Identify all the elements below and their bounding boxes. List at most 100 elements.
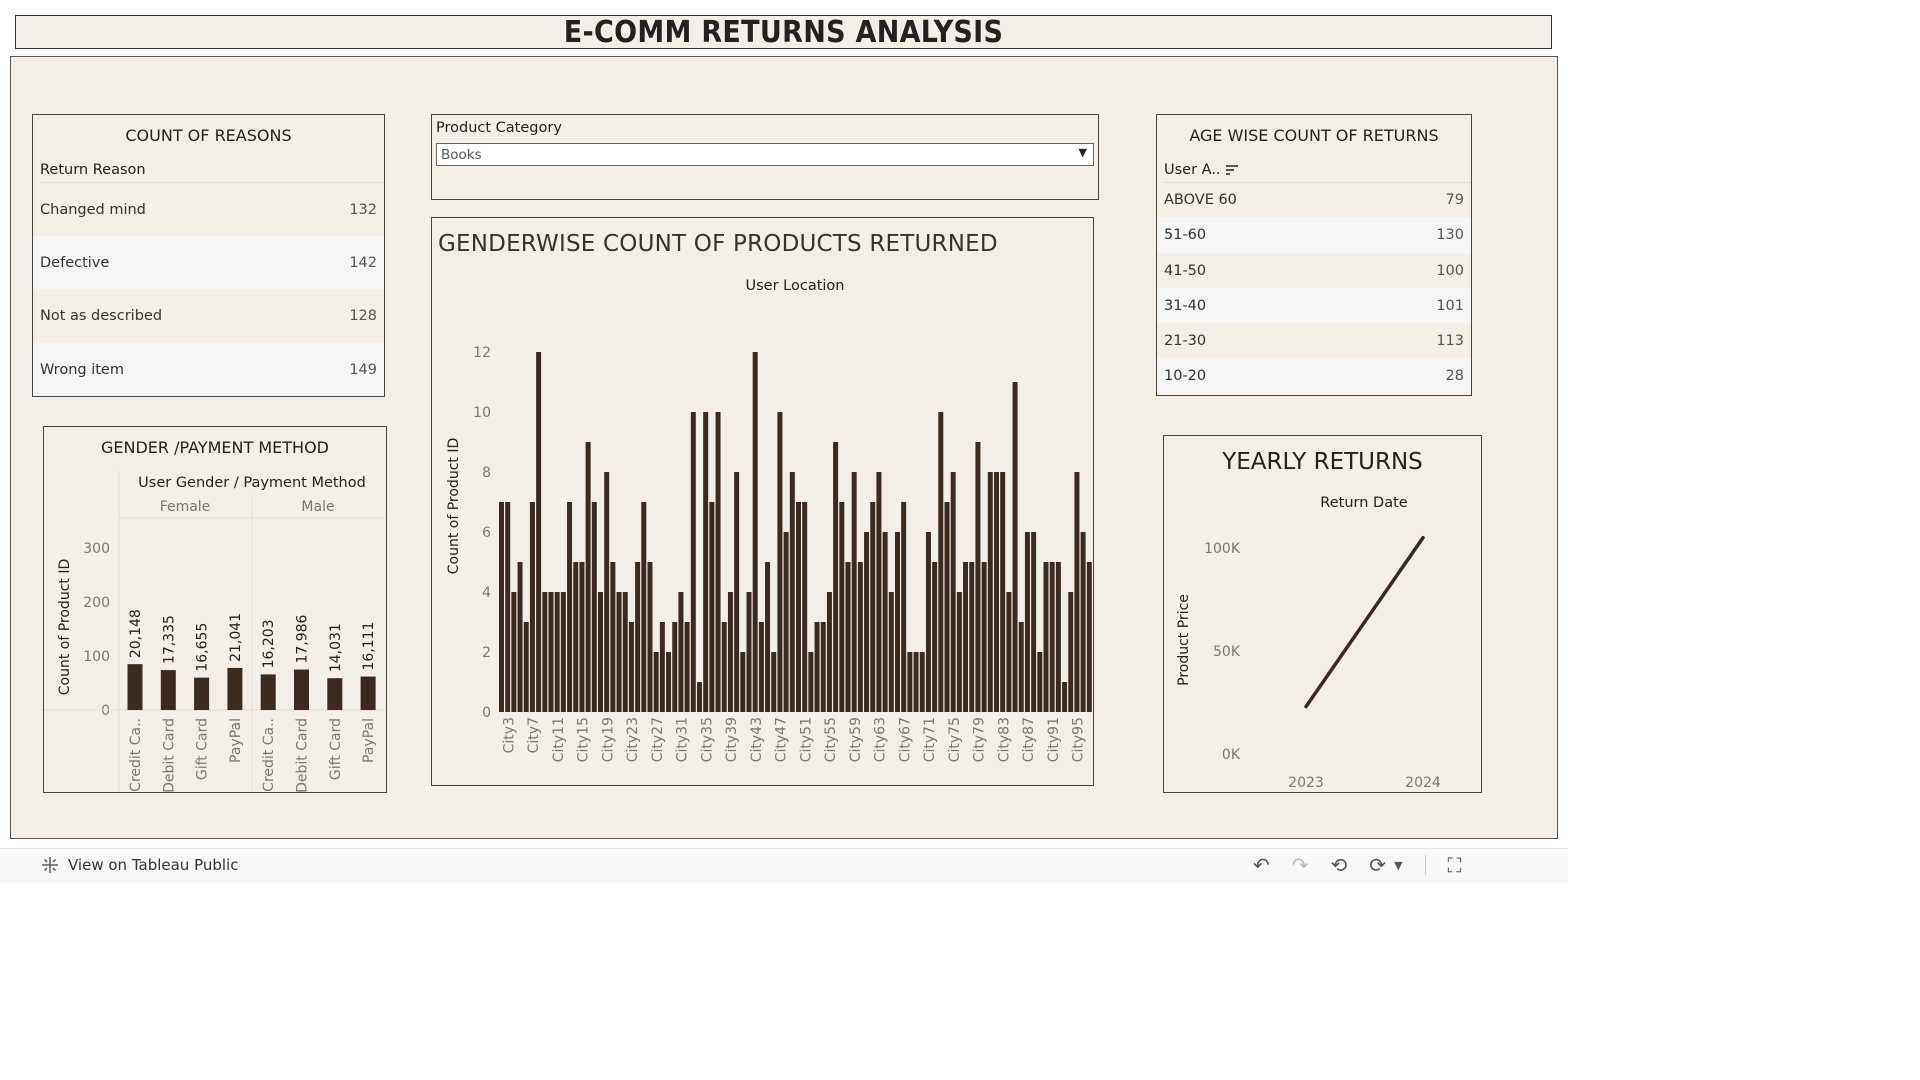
city-bar[interactable] — [709, 502, 715, 712]
city-bar[interactable] — [888, 592, 894, 712]
city-bar[interactable] — [635, 562, 641, 712]
city-bar[interactable] — [536, 352, 542, 712]
city-bar[interactable] — [542, 592, 548, 712]
refresh-icon[interactable]: ⟳ — [1369, 853, 1387, 877]
table-row[interactable]: Defective 142 — [33, 236, 384, 289]
city-bar[interactable] — [783, 532, 789, 712]
view-on-tableau-link[interactable]: View on Tableau Public — [40, 855, 238, 875]
city-bar[interactable] — [622, 592, 628, 712]
city-bar[interactable] — [647, 562, 653, 712]
city-bar[interactable] — [771, 652, 777, 712]
city-bar[interactable] — [517, 562, 523, 712]
city-bar[interactable] — [567, 502, 573, 712]
gender-bar[interactable] — [294, 669, 309, 710]
city-bar[interactable] — [1006, 592, 1012, 712]
city-bar[interactable] — [1043, 562, 1049, 712]
reasons-header[interactable]: Return Reason — [40, 162, 146, 178]
city-bar[interactable] — [752, 352, 758, 712]
table-row[interactable]: Wrong item 149 — [33, 343, 384, 396]
city-bar[interactable] — [919, 652, 925, 712]
sort-icon[interactable] — [1225, 164, 1239, 176]
city-bar[interactable] — [548, 592, 554, 712]
city-bar[interactable] — [789, 472, 795, 712]
city-bar[interactable] — [851, 472, 857, 712]
city-bar[interactable] — [1074, 472, 1080, 712]
city-bar[interactable] — [560, 592, 566, 712]
city-bar[interactable] — [777, 412, 783, 712]
city-bar[interactable] — [721, 622, 727, 712]
city-bar[interactable] — [925, 532, 931, 712]
city-bar[interactable] — [839, 502, 845, 712]
revert-icon[interactable]: ⟲ — [1330, 853, 1348, 877]
city-bar[interactable] — [653, 652, 659, 712]
gender-bar[interactable] — [227, 667, 243, 710]
city-bar[interactable] — [672, 622, 678, 712]
gender-bar[interactable] — [194, 677, 210, 710]
city-bar[interactable] — [956, 592, 962, 712]
city-bar[interactable] — [505, 502, 511, 712]
city-bar[interactable] — [684, 622, 690, 712]
city-bar[interactable] — [678, 592, 684, 712]
city-bar[interactable] — [938, 412, 944, 712]
city-bar[interactable] — [857, 562, 863, 712]
city-bar[interactable] — [641, 502, 647, 712]
city-bar[interactable] — [901, 502, 907, 712]
yearly-trend-line[interactable] — [1304, 535, 1425, 709]
city-bar[interactable] — [808, 652, 814, 712]
city-bar[interactable] — [1031, 532, 1037, 712]
city-bar[interactable] — [758, 622, 764, 712]
city-bar[interactable] — [950, 472, 956, 712]
chevron-down-icon[interactable]: ▼ — [1394, 858, 1403, 872]
city-bar[interactable] — [826, 592, 832, 712]
city-bar[interactable] — [987, 472, 993, 712]
table-row[interactable]: ABOVE 60 79 — [1157, 183, 1471, 217]
city-bar[interactable] — [864, 532, 870, 712]
city-bar[interactable] — [1068, 592, 1074, 712]
city-bar[interactable] — [746, 592, 752, 712]
city-bar[interactable] — [870, 502, 876, 712]
chevron-down-icon[interactable]: ▼ — [1078, 146, 1087, 159]
city-bar[interactable] — [814, 622, 820, 712]
city-bar[interactable] — [1012, 382, 1018, 712]
city-bar[interactable] — [499, 502, 504, 712]
city-bar[interactable] — [591, 502, 597, 712]
city-bar[interactable] — [1080, 532, 1086, 712]
city-bar[interactable] — [523, 622, 529, 712]
table-row[interactable]: Changed mind 132 — [33, 183, 384, 236]
city-bar[interactable] — [765, 562, 771, 712]
city-bar[interactable] — [666, 652, 672, 712]
city-bar[interactable] — [598, 592, 603, 712]
table-row[interactable]: 41-50 100 — [1157, 253, 1471, 288]
redo-icon[interactable]: ↷ — [1291, 853, 1309, 877]
city-bar[interactable] — [1055, 562, 1061, 712]
gender-bar[interactable] — [327, 678, 343, 710]
gender-bar[interactable] — [360, 676, 376, 710]
city-bar[interactable] — [616, 592, 622, 712]
city-bar[interactable] — [1049, 562, 1055, 712]
city-bar[interactable] — [579, 562, 585, 712]
undo-icon[interactable]: ↶ — [1253, 853, 1270, 877]
city-bar[interactable] — [511, 592, 517, 712]
city-bar[interactable] — [610, 562, 616, 712]
table-row[interactable]: 51-60 130 — [1157, 217, 1471, 253]
table-row[interactable]: 10-20 28 — [1157, 358, 1471, 394]
city-bar[interactable] — [1062, 682, 1068, 712]
table-row[interactable]: 21-30 113 — [1157, 323, 1471, 358]
city-bar[interactable] — [845, 562, 851, 712]
city-bar[interactable] — [734, 472, 740, 712]
city-bar[interactable] — [703, 412, 709, 712]
city-bar[interactable] — [882, 532, 888, 712]
city-bar[interactable] — [604, 472, 610, 712]
gender-bar[interactable] — [127, 664, 143, 710]
city-bar[interactable] — [907, 652, 913, 712]
city-bar[interactable] — [969, 562, 975, 712]
gender-bar[interactable] — [160, 670, 176, 710]
age-header[interactable]: User A.. — [1164, 162, 1239, 178]
city-bar[interactable] — [876, 472, 882, 712]
city-bar[interactable] — [833, 442, 839, 712]
city-bar[interactable] — [628, 622, 634, 712]
city-bar[interactable] — [932, 562, 938, 712]
city-bar[interactable] — [690, 412, 696, 712]
gender-bar[interactable] — [260, 674, 276, 710]
city-bar[interactable] — [740, 652, 746, 712]
